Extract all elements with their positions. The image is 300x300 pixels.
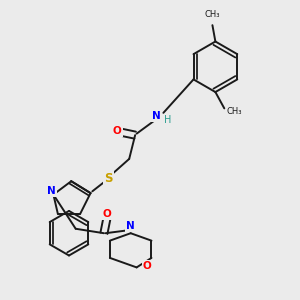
Text: N: N (152, 111, 161, 121)
Text: N: N (46, 186, 56, 196)
Text: CH₃: CH₃ (227, 107, 242, 116)
Text: O: O (113, 126, 122, 136)
Text: S: S (104, 172, 112, 185)
Text: H: H (164, 115, 172, 125)
Text: O: O (143, 261, 152, 271)
Text: O: O (103, 209, 111, 219)
Text: CH₃: CH₃ (205, 10, 220, 19)
Text: N: N (126, 221, 135, 231)
